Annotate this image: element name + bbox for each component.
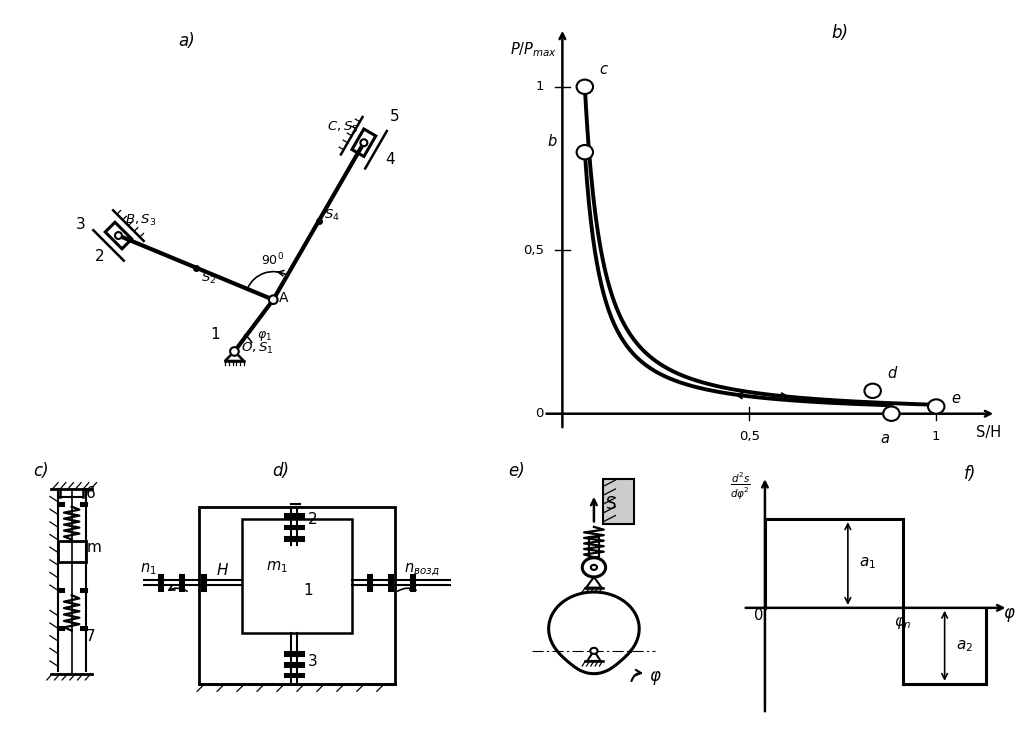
Text: $\varphi_n$: $\varphi_n$ <box>894 615 912 631</box>
Text: $\frac{d^2s}{d\varphi^2}$: $\frac{d^2s}{d\varphi^2}$ <box>730 471 751 502</box>
Circle shape <box>269 295 278 304</box>
Text: S/H: S/H <box>976 425 1001 440</box>
Text: $n_{возд}$: $n_{возд}$ <box>404 562 440 579</box>
Text: 0: 0 <box>754 609 763 623</box>
Text: m: m <box>87 540 102 555</box>
Text: A: A <box>279 291 288 305</box>
Text: c: c <box>600 62 608 77</box>
Circle shape <box>230 347 239 356</box>
Text: 0: 0 <box>536 407 544 420</box>
Text: 0,5: 0,5 <box>738 430 760 443</box>
Text: e): e) <box>508 462 524 481</box>
Text: $S_2$: $S_2$ <box>201 270 216 286</box>
Text: $P/P_{max}$: $P/P_{max}$ <box>510 40 557 59</box>
Bar <box>603 479 634 525</box>
Text: 3: 3 <box>307 654 317 669</box>
Text: $n_1$: $n_1$ <box>140 562 157 577</box>
Text: $S_4$: $S_4$ <box>324 208 340 223</box>
Text: $a_2$: $a_2$ <box>955 638 973 654</box>
Bar <box>57 541 86 562</box>
Text: 1: 1 <box>303 583 312 598</box>
Circle shape <box>577 80 593 94</box>
Text: f): f) <box>964 465 976 483</box>
Bar <box>242 519 352 633</box>
Text: 6: 6 <box>86 486 95 501</box>
Text: 4: 4 <box>385 153 395 167</box>
Text: 2: 2 <box>307 513 317 527</box>
Circle shape <box>360 139 368 146</box>
Text: 0,5: 0,5 <box>522 244 544 257</box>
Text: b): b) <box>831 24 849 42</box>
Text: b: b <box>548 134 557 149</box>
Text: 3: 3 <box>76 217 85 232</box>
Text: 1: 1 <box>211 327 220 341</box>
Circle shape <box>577 145 593 159</box>
Circle shape <box>883 406 900 421</box>
Text: 1: 1 <box>932 430 940 443</box>
Text: d): d) <box>272 462 290 481</box>
Text: $90^0$: $90^0$ <box>261 251 285 268</box>
Text: $\varphi_1$: $\varphi_1$ <box>257 329 271 343</box>
Bar <box>199 507 395 684</box>
Text: $\varphi$: $\varphi$ <box>1002 606 1016 624</box>
Text: 2: 2 <box>95 249 104 264</box>
Text: 5: 5 <box>390 109 399 124</box>
Text: c): c) <box>33 462 49 481</box>
Bar <box>590 537 598 557</box>
Circle shape <box>864 384 881 398</box>
Text: d: d <box>888 366 897 381</box>
Text: e: e <box>951 391 961 406</box>
Circle shape <box>115 232 122 239</box>
Circle shape <box>591 565 597 570</box>
Text: a): a) <box>178 32 196 50</box>
Text: S: S <box>606 496 616 513</box>
Text: H: H <box>217 563 228 578</box>
Text: 1: 1 <box>536 80 544 93</box>
Text: $O,S_1$: $O,S_1$ <box>241 341 273 356</box>
Text: 7: 7 <box>86 629 95 644</box>
Text: $a_1$: $a_1$ <box>859 556 876 571</box>
Text: a: a <box>881 431 889 446</box>
Text: $C,S_5$: $C,S_5$ <box>328 120 358 135</box>
Circle shape <box>590 648 598 654</box>
Text: $B,S_3$: $B,S_3$ <box>125 213 157 228</box>
Circle shape <box>928 400 944 414</box>
Text: $\varphi$: $\varphi$ <box>649 669 662 687</box>
Text: $m_1$: $m_1$ <box>266 559 288 574</box>
